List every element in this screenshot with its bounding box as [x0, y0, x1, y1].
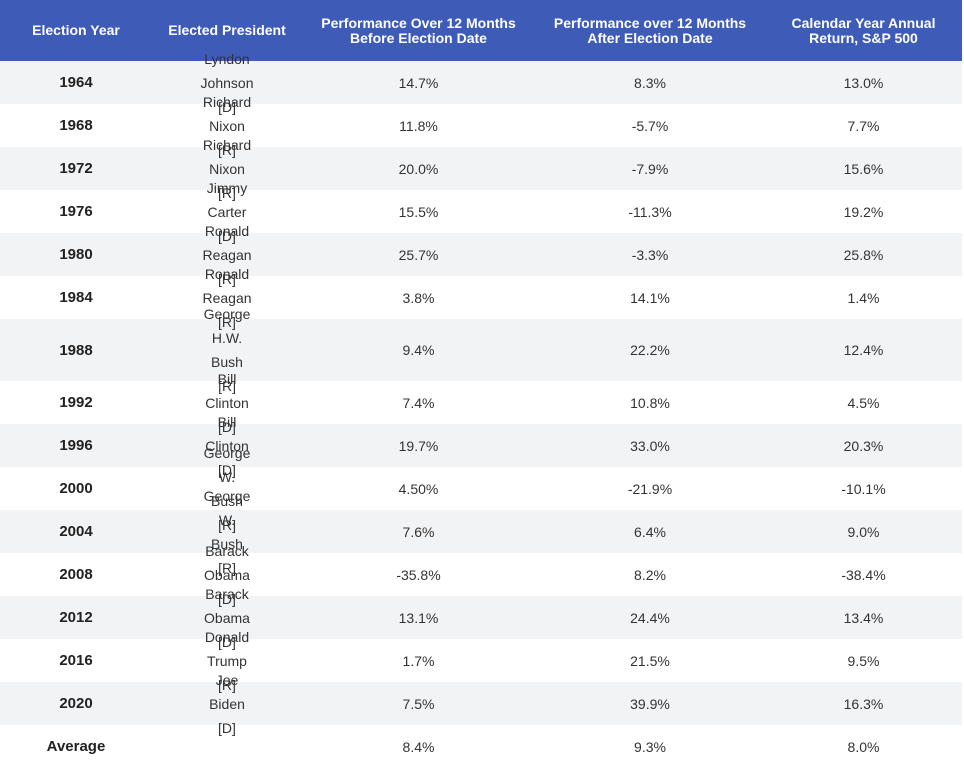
average-performance-after: 9.3%: [634, 738, 666, 755]
cell-annual-return: 12.4%: [843, 342, 884, 358]
cell-annual-return: 16.3%: [843, 695, 884, 712]
cell-election-year: 1980: [59, 246, 93, 263]
cell-performance-before: 13.1%: [398, 609, 439, 626]
cell-performance-after: -7.9%: [631, 160, 669, 177]
cell-performance-before: 7.5%: [402, 695, 435, 712]
table-header: Election Year Elected President Performa…: [0, 0, 962, 61]
cell-annual-return: 9.0%: [847, 523, 880, 540]
average-label: Average: [46, 738, 106, 755]
cell-performance-after: 33.0%: [630, 437, 670, 454]
table-row: 1980 Ronald Reagan [R] 25.7% -3.3% 25.8%: [0, 223, 962, 287]
table-row: 1964Lyndon Johnson [D]14.7%8.3%13.0%: [0, 51, 962, 115]
table-row: 1984Ronald Reagan [R]3.8%14.1%1.4%: [0, 266, 962, 330]
cell-elected-president: Donald Trump [R]: [205, 629, 249, 693]
cell-performance-after: -5.7%: [631, 117, 669, 134]
cell-performance-before: 7.6%: [402, 523, 435, 540]
cell-election-year: 2008: [59, 566, 93, 583]
cell-election-year: 2004: [59, 523, 93, 540]
cell-performance-after: -21.9%: [627, 480, 673, 497]
cell-annual-return: 19.2%: [843, 203, 884, 220]
cell-performance-before: 1.7%: [402, 652, 435, 669]
cell-performance-after: 14.1%: [630, 289, 670, 306]
cell-annual-return: 13.4%: [843, 609, 884, 626]
cell-election-year: 2016: [59, 652, 93, 669]
cell-performance-after: 24.4%: [630, 609, 670, 626]
table-row: 1972 Richard Nixon [R] 20.0% -7.9% 15.6%: [0, 137, 962, 201]
cell-annual-return: -10.1%: [841, 480, 886, 497]
cell-annual-return: 13.0%: [843, 74, 884, 91]
cell-performance-before: 4.50%: [398, 480, 439, 497]
cell-performance-before: 20.0%: [398, 160, 439, 177]
table-row: 2004 George W. Bush [R] 7.6% 6.4% 9.0%: [0, 488, 962, 576]
cell-election-year: 1984: [59, 289, 93, 306]
table-row: 1976Jimmy Carter [D]15.5%-11.3%19.2%: [0, 180, 962, 244]
average-president-cell: [152, 725, 302, 768]
table-row: 2012 Barack Obama [D] 13.1% 24.4% 13.4%: [0, 586, 962, 650]
cell-annual-return: 1.4%: [847, 289, 880, 306]
cell-performance-after: 6.4%: [634, 523, 666, 540]
cell-annual-return: 25.8%: [843, 246, 884, 263]
table-body: 1964Lyndon Johnson [D]14.7%8.3%13.0%1968…: [0, 51, 962, 768]
cell-election-year: 2012: [59, 609, 93, 626]
average-row: Average 8.4% 9.3% 8.0%: [0, 725, 962, 768]
cell-annual-return: 15.6%: [843, 160, 884, 177]
cell-performance-after: 8.3%: [634, 74, 666, 91]
cell-performance-before: 3.8%: [402, 289, 435, 306]
average-annual-return: 8.0%: [847, 738, 880, 755]
cell-performance-before: 15.5%: [398, 203, 439, 220]
cell-performance-after: 22.2%: [630, 342, 670, 358]
cell-performance-after: 21.5%: [630, 652, 670, 669]
cell-elected-president: Joe Biden [D]: [209, 671, 245, 736]
cell-performance-before: -35.8%: [396, 566, 441, 583]
cell-performance-after: -11.3%: [628, 203, 672, 220]
cell-performance-before: 25.7%: [398, 246, 439, 263]
table-row: 1988 George H.W. Bush [R] 9.4% 22.2% 12.4%: [0, 306, 962, 394]
cell-performance-after: 39.9%: [630, 695, 670, 712]
cell-performance-before: 11.8%: [399, 117, 438, 134]
cell-annual-return: 9.5%: [847, 652, 880, 669]
table-row: 2008Barack Obama [D]-35.8%8.2%-38.4%: [0, 543, 962, 607]
cell-election-year: 2000: [59, 480, 93, 497]
average-performance-before: 8.4%: [402, 738, 435, 755]
header-elected-president: Elected President: [168, 22, 286, 38]
header-election-year: Election Year: [32, 22, 120, 38]
cell-performance-before: 7.4%: [402, 394, 435, 411]
cell-performance-before: 14.7%: [398, 74, 439, 91]
cell-election-year: 2020: [59, 695, 93, 712]
cell-election-year: 1996: [59, 437, 93, 454]
cell-annual-return: 7.7%: [847, 117, 880, 134]
cell-election-year: 1976: [59, 203, 93, 220]
header-annual-return: Calendar Year Annual Return, S&P 500: [791, 14, 936, 46]
cell-election-year: 1968: [59, 117, 93, 134]
cell-election-year: 1992: [59, 394, 93, 411]
table-row: 2016 Donald Trump [R] 1.7% 21.5% 9.5%: [0, 629, 962, 693]
cell-performance-before: 19.7%: [398, 437, 439, 454]
cell-performance-after: 10.8%: [630, 394, 670, 411]
cell-performance-after: 8.2%: [634, 566, 666, 583]
table-row: 2020 Joe Biden [D] 7.5% 39.9% 16.3%: [0, 671, 962, 736]
table-row: 1968Richard Nixon [R]11.8%-5.7%7.7%: [0, 94, 962, 158]
table-row: 2000George W. Bush [R]4.50%-21.9%-10.1%: [0, 445, 962, 533]
cell-annual-return: 4.5%: [847, 394, 880, 411]
cell-performance-before: 9.4%: [402, 342, 435, 358]
cell-election-year: 1964: [59, 74, 93, 91]
table-row: 1992Bill Clinton [D]7.4%10.8%4.5%: [0, 371, 962, 435]
table-row: 1996 Bill Clinton [D] 19.7% 33.0% 20.3%: [0, 414, 962, 478]
cell-annual-return: -38.4%: [841, 566, 886, 583]
cell-performance-after: -3.3%: [631, 246, 669, 263]
cell-election-year: 1972: [59, 160, 93, 177]
header-performance-after: Performance over 12 Months After Electio…: [553, 14, 747, 46]
header-performance-before: Performance Over 12 Months Before Electi…: [321, 14, 516, 46]
cell-election-year: 1988: [59, 341, 93, 359]
cell-annual-return: 20.3%: [843, 437, 884, 454]
